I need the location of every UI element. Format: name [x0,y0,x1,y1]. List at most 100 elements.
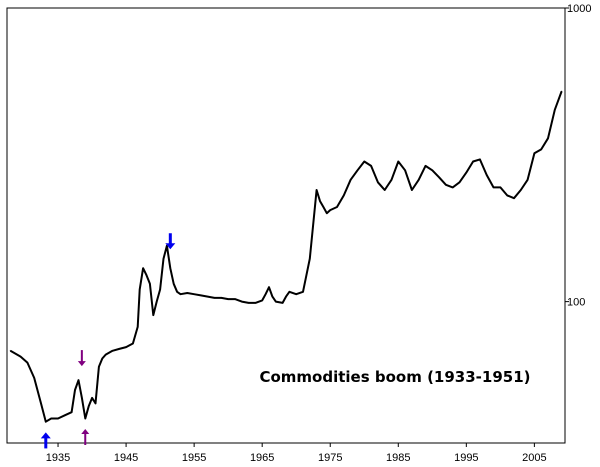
x-tick-label: 1995 [454,452,478,464]
marker-layer [40,233,176,449]
data-point [329,209,331,211]
data-point [472,160,474,163]
data-point [397,160,399,163]
data-point [227,298,229,300]
data-point [479,158,481,160]
data-point [142,267,144,269]
data-point [411,189,413,191]
data-point [88,405,90,407]
y-tick-label: 100 [567,297,585,309]
data-point [159,288,161,291]
data-point [254,302,256,304]
data-point [377,181,379,183]
data-point [452,186,454,188]
x-tick-label: 1975 [318,452,342,464]
data-point [169,267,171,269]
data-point [302,291,304,293]
data-point [418,179,420,181]
data-point [40,402,42,404]
data-point [458,181,461,183]
data-point [186,292,188,294]
data-point [33,377,35,379]
data-point [445,184,447,186]
data-point [285,296,287,298]
plot-frame [6,7,566,444]
data-point [431,169,433,171]
data-point [404,169,406,171]
data-point [390,179,393,181]
arrow-up-icon [40,432,51,449]
data-point [57,417,59,420]
data-point [326,212,328,214]
data-point [125,346,127,348]
data-point [506,194,508,196]
data-point [137,326,139,328]
data-point [81,397,83,399]
data-point [499,186,501,188]
data-point [98,366,100,368]
data-point [265,293,267,295]
data-point [492,186,495,188]
data-point [322,206,324,208]
data-point [363,160,365,163]
data-point [84,417,86,420]
data-point [261,299,263,301]
data-point [179,293,182,295]
data-point [45,421,47,423]
data-point [438,176,440,178]
arrow-up-icon [81,429,90,446]
data-point [9,350,11,352]
data-point [513,197,515,199]
data-point [343,194,345,196]
data-point [26,362,28,364]
annotation-label: Commodities boom (1933-1951) [259,368,530,386]
data-point [309,258,311,260]
data-point [91,397,93,399]
data-point [118,348,120,350]
data-point [173,283,175,285]
data-point [200,294,202,296]
data-point [241,301,243,303]
x-tick-label: 1985 [386,452,410,464]
data-point [111,350,114,352]
data-point [370,165,372,167]
data-point [268,286,270,288]
x-tick-label: 1945 [114,452,138,464]
data-point [319,200,321,202]
data-point [271,296,273,298]
data-point [149,283,151,285]
data-point [213,297,216,299]
data-point [176,291,178,293]
data-point [20,356,22,358]
data-point [561,90,563,92]
data-point [193,293,195,295]
data-point [145,274,148,276]
data-point [71,411,73,413]
data-point [50,417,52,420]
data-point [132,342,134,345]
data-point [234,298,236,300]
x-tick-label: 1965 [250,452,274,464]
data-point [336,206,338,208]
data-point [465,172,467,174]
series-layer [9,90,563,423]
data-point [275,301,277,303]
data-point [156,301,158,303]
data-point [139,288,141,291]
data-point [74,389,76,391]
data-point [295,293,297,295]
x-tick-label: 1935 [46,452,70,464]
data-point [350,179,352,181]
data-point [288,291,290,293]
data-point [220,297,222,299]
data-point [207,296,209,298]
data-point [101,357,103,360]
data-point [486,174,488,176]
data-point [282,302,284,304]
data-point [248,302,250,304]
x-tick-label: 1955 [182,452,206,464]
data-point [356,169,359,171]
data-point [527,179,529,181]
y-tick-label: 1000 [567,3,591,15]
arrow-down-icon [77,350,86,367]
